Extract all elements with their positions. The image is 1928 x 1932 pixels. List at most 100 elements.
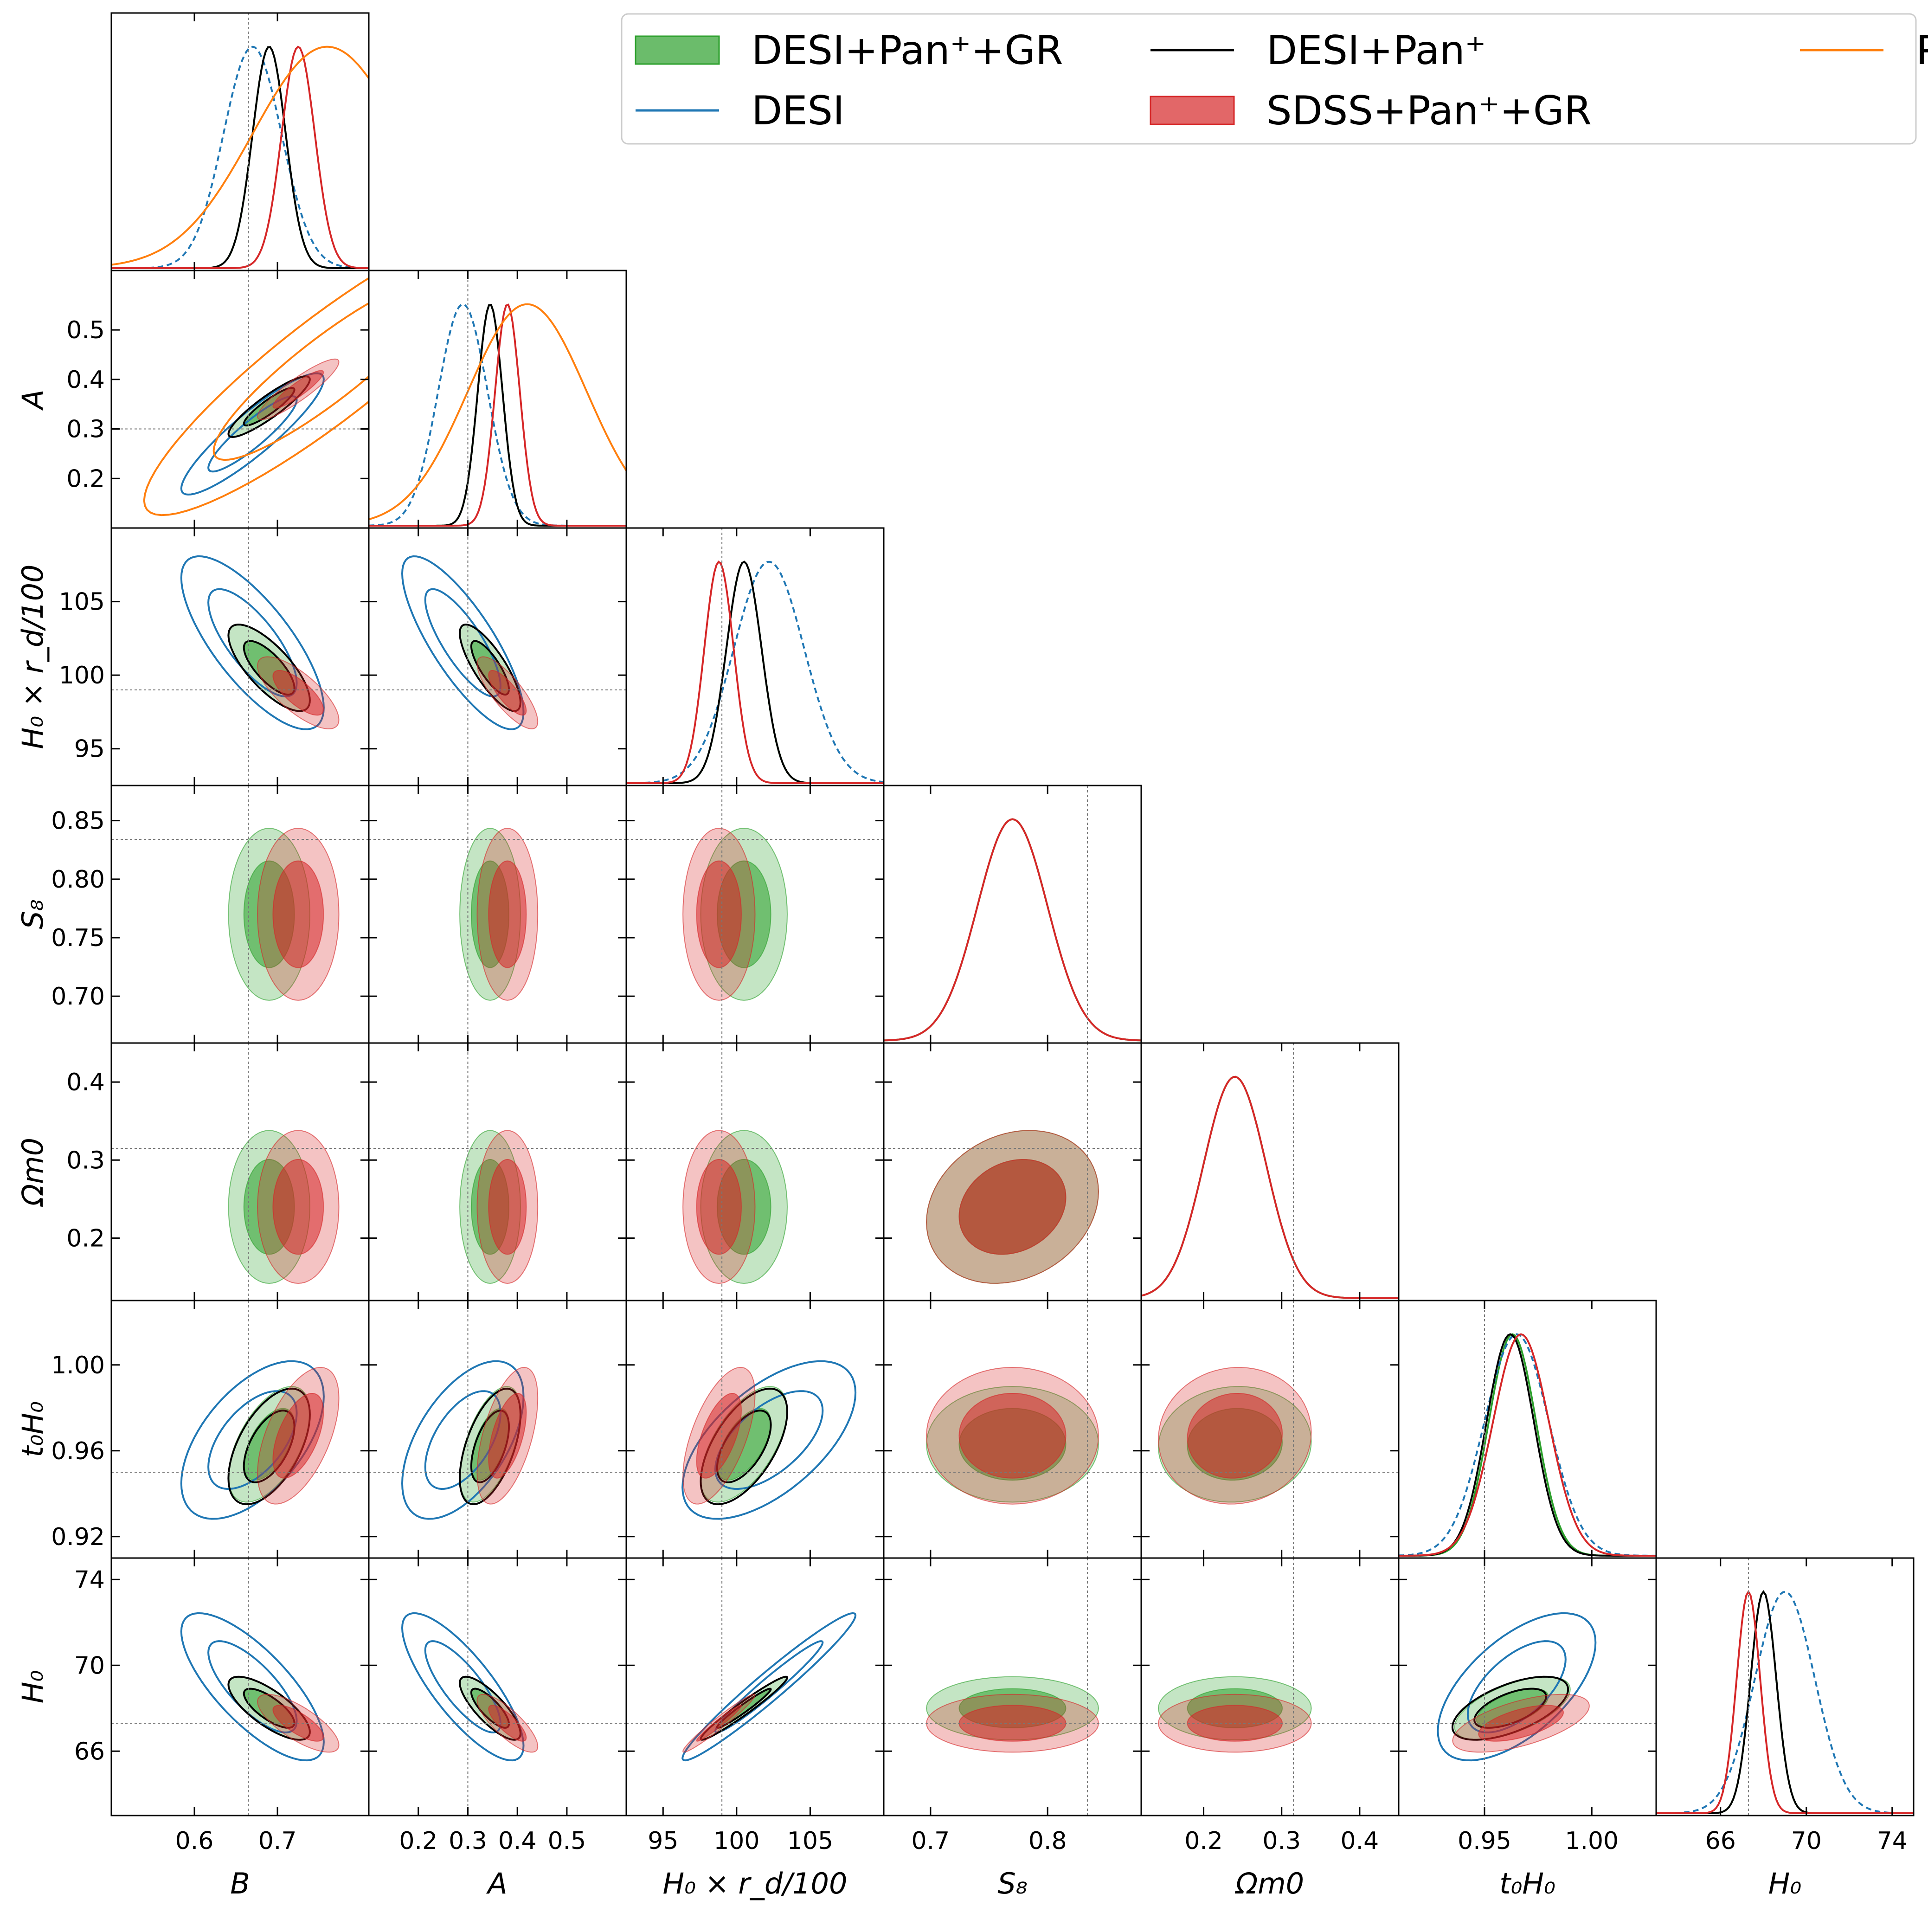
y-tick-label: 0.4 xyxy=(66,366,105,394)
contour-DESI-0 xyxy=(681,1612,857,1762)
marginal-tH-SDSSPanGR xyxy=(1399,1333,1656,1557)
x-axis-label-tH: t₀H₀ xyxy=(1499,1867,1555,1900)
marginal-Om-SDSSPanGR xyxy=(1141,1075,1399,1299)
y-tick-label: 0.75 xyxy=(51,924,105,952)
panel-H0-S8 xyxy=(884,1558,1141,1816)
marginal-Om-DESIPanGR xyxy=(1141,1075,1399,1299)
marginal-S8-DESIPanGR xyxy=(884,818,1141,1042)
y-axis-label-S8: S₈ xyxy=(16,899,50,929)
panel-A-B xyxy=(111,270,369,528)
panel-H0-B xyxy=(111,1558,369,1816)
panel-S8-B xyxy=(111,786,369,1043)
contour-SDSSPanGR-1 xyxy=(696,1159,742,1255)
contour-SDSSPanGR-1 xyxy=(488,1159,527,1255)
y-axis-label-Hrd: H₀ × r_d/100 xyxy=(16,565,50,749)
panel-Hrd-Hrd xyxy=(626,528,884,786)
marginal-Hrd-DESIPanGR xyxy=(626,560,884,784)
x-tick-label: 0.6 xyxy=(175,1827,214,1855)
y-axis-label-tH: t₀H₀ xyxy=(16,1401,50,1457)
contour-SDSSPanGR-1 xyxy=(958,1705,1067,1742)
panel-H0-Om xyxy=(1141,1558,1399,1816)
legend-label: DESI+Pan⁺+GR xyxy=(752,27,1063,74)
panel-Om-S8 xyxy=(884,1043,1141,1301)
x-tick-label: 105 xyxy=(787,1827,833,1855)
panel-tH-Hrd xyxy=(626,1301,884,1558)
y-tick-label: 0.5 xyxy=(66,316,105,344)
panel-S8-Hrd xyxy=(626,786,884,1043)
marginal-B-Pan xyxy=(111,45,369,266)
legend: DESI+Pan⁺+GR DESI+Pan⁺ Pan⁺ DESI SDSS+Pan⁺+G… xyxy=(621,13,1928,145)
x-tick-label: 0.2 xyxy=(1184,1827,1223,1855)
x-tick-label: 0.4 xyxy=(498,1827,537,1855)
panel-Om-Hrd xyxy=(626,1043,884,1301)
contour-DESI-1 xyxy=(424,1390,501,1490)
contour-SDSSPanGR-1 xyxy=(272,1159,324,1255)
marginal-A-SDSSPanGR xyxy=(369,303,626,527)
marginal-B-SDSSPanGR xyxy=(111,45,369,269)
y-tick-label: 74 xyxy=(74,1566,105,1594)
contour-DESIPan-0 xyxy=(227,375,311,438)
panel-tH-A xyxy=(369,1301,626,1558)
legend-swatch xyxy=(635,35,720,65)
contour-Pan-0 xyxy=(143,277,369,516)
marginal-tH-DESI xyxy=(1399,1333,1656,1557)
contour-Pan-1 xyxy=(212,302,369,461)
contour-SDSSPanGR-1 xyxy=(272,1392,324,1479)
x-tick-label: 0.95 xyxy=(1458,1827,1511,1855)
marginal-B-DESI xyxy=(111,45,369,269)
contour-DESI-0 xyxy=(180,555,325,730)
marginal-tH-DESIPanGR xyxy=(1399,1333,1656,1557)
y-tick-label: 105 xyxy=(59,588,105,616)
marginal-Hrd-DESIPan xyxy=(626,560,884,784)
y-tick-label: 0.80 xyxy=(51,866,105,894)
panel-Om-Om xyxy=(1141,1043,1399,1301)
contour-SDSSPanGR-1 xyxy=(272,860,324,968)
contour-SDSSPanGR-1 xyxy=(488,860,527,968)
marginal-H0-DESIPan xyxy=(1656,1590,1914,1814)
contour-SDSSPanGR-1 xyxy=(488,1392,527,1479)
panel-S8-A xyxy=(369,786,626,1043)
panels-layer: 0.6 0.7 B 0.2 0.3 0.4 0.5 A 95 100 105 H₀ × r_d/100… xyxy=(16,12,1915,1900)
panel-H0-H0 xyxy=(1656,1558,1914,1816)
contour-DESI-1 xyxy=(424,588,501,698)
marginal-Hrd-DESI xyxy=(626,560,884,784)
panel-H0-tH xyxy=(1399,1558,1656,1816)
panel-Hrd-A xyxy=(369,528,626,786)
y-axis-label-A: A xyxy=(16,389,50,411)
x-tick-label: 70 xyxy=(1791,1827,1822,1855)
contour-DESI-1 xyxy=(424,1640,501,1733)
x-axis-label-S8: S₈ xyxy=(997,1867,1027,1900)
x-tick-label: 0.3 xyxy=(1262,1827,1301,1855)
contour-SDSSPanGR-1 xyxy=(272,370,324,409)
x-axis-label-Om: Ωm0 xyxy=(1234,1867,1304,1900)
panel-H0-Hrd xyxy=(626,1558,884,1816)
x-tick-label: 95 xyxy=(648,1827,678,1855)
panel-B-B xyxy=(111,13,369,270)
x-tick-label: 0.7 xyxy=(258,1827,297,1855)
panel-H0-A xyxy=(369,1558,626,1816)
panel-Hrd-B xyxy=(111,528,369,786)
contour-DESI-1 xyxy=(207,1640,298,1733)
marginal-A-DESIPan xyxy=(369,304,626,527)
contour-SDSSPanGR-1 xyxy=(696,1392,742,1479)
panel-A-A xyxy=(369,270,626,528)
marginal-A-Pan xyxy=(369,303,626,521)
y-axis-label-Om: Ωm0 xyxy=(16,1138,50,1207)
x-tick-label: 0.2 xyxy=(399,1827,437,1855)
contour-SDSSPanGR-1 xyxy=(696,860,742,968)
contour-DESIPan-0 xyxy=(227,624,311,712)
x-tick-label: 1.00 xyxy=(1565,1827,1619,1855)
y-tick-label: 0.2 xyxy=(66,465,105,493)
panel-tH-S8 xyxy=(884,1301,1141,1558)
y-tick-label: 0.2 xyxy=(66,1224,105,1252)
x-tick-label: 0.7 xyxy=(912,1827,950,1855)
contour-SDSSPanGR-1 xyxy=(958,1159,1067,1255)
y-tick-label: 0.85 xyxy=(51,807,105,835)
marginal-Hrd-SDSSPanGR xyxy=(626,560,884,784)
y-tick-label: 0.3 xyxy=(66,1146,105,1174)
x-axis-label-H0: H₀ xyxy=(1768,1867,1801,1900)
legend-label: DESI+Pan⁺ xyxy=(1266,27,1486,74)
contour-DESI-0 xyxy=(681,1360,857,1520)
y-tick-label: 70 xyxy=(74,1652,105,1680)
